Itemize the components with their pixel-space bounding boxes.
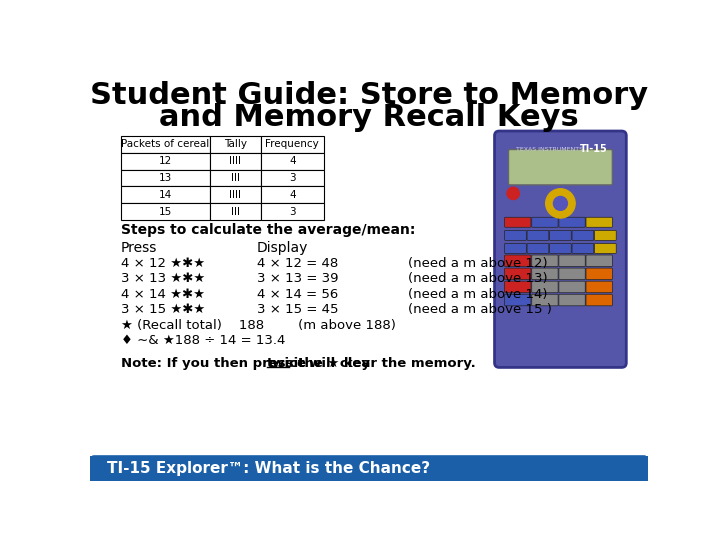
FancyBboxPatch shape xyxy=(595,231,616,240)
FancyBboxPatch shape xyxy=(505,281,531,293)
FancyBboxPatch shape xyxy=(527,244,549,253)
Circle shape xyxy=(554,197,567,211)
Text: IIII: IIII xyxy=(229,190,241,200)
Text: 15: 15 xyxy=(159,207,172,217)
Text: 3 × 15 = 45: 3 × 15 = 45 xyxy=(256,303,338,316)
Text: 13: 13 xyxy=(159,173,172,183)
FancyBboxPatch shape xyxy=(91,455,647,481)
Bar xyxy=(210,204,261,220)
Bar xyxy=(261,186,324,204)
FancyBboxPatch shape xyxy=(508,150,612,185)
Text: TI-15: TI-15 xyxy=(580,145,608,154)
FancyBboxPatch shape xyxy=(559,281,585,293)
Text: III: III xyxy=(231,207,240,217)
Text: IIII: IIII xyxy=(229,156,241,166)
Text: ♦ ∼& ★188 ÷ 14 = 13.4: ♦ ∼& ★188 ÷ 14 = 13.4 xyxy=(121,334,285,347)
Text: 3: 3 xyxy=(289,207,296,217)
FancyBboxPatch shape xyxy=(572,244,594,253)
FancyBboxPatch shape xyxy=(586,281,612,293)
Text: Display: Display xyxy=(256,241,308,255)
Text: Packets of cereal: Packets of cereal xyxy=(122,139,210,149)
Text: Steps to calculate the average/mean:: Steps to calculate the average/mean: xyxy=(121,222,415,237)
Bar xyxy=(261,170,324,186)
FancyBboxPatch shape xyxy=(495,131,626,367)
FancyBboxPatch shape xyxy=(532,281,558,293)
FancyBboxPatch shape xyxy=(572,231,594,240)
FancyBboxPatch shape xyxy=(595,244,616,253)
FancyBboxPatch shape xyxy=(527,231,549,240)
Text: (need a m above 12): (need a m above 12) xyxy=(408,257,547,270)
Bar xyxy=(261,204,324,220)
Text: 4: 4 xyxy=(289,156,296,166)
Text: and Memory Recall Keys: and Memory Recall Keys xyxy=(159,103,579,132)
Text: 14: 14 xyxy=(159,190,172,200)
Bar xyxy=(121,170,210,186)
Bar xyxy=(121,186,210,204)
FancyBboxPatch shape xyxy=(505,268,531,280)
Bar xyxy=(261,136,324,153)
Text: twice: twice xyxy=(267,357,307,370)
FancyBboxPatch shape xyxy=(549,244,571,253)
FancyBboxPatch shape xyxy=(505,255,531,267)
Bar xyxy=(210,136,261,153)
Text: TI-15 Explorer™: What is the Chance?: TI-15 Explorer™: What is the Chance? xyxy=(107,461,430,476)
Bar xyxy=(210,186,261,204)
FancyBboxPatch shape xyxy=(505,231,526,240)
Text: 4 × 12 = 48: 4 × 12 = 48 xyxy=(256,257,338,270)
FancyBboxPatch shape xyxy=(559,268,585,280)
Text: 3 × 13 ★✱★: 3 × 13 ★✱★ xyxy=(121,272,205,285)
Text: (need a m above 15 ): (need a m above 15 ) xyxy=(408,303,552,316)
Text: Press: Press xyxy=(121,241,158,255)
Circle shape xyxy=(507,187,519,200)
Circle shape xyxy=(546,189,575,218)
FancyBboxPatch shape xyxy=(532,255,558,267)
Bar xyxy=(210,170,261,186)
Text: (need a m above 14): (need a m above 14) xyxy=(408,288,547,301)
Text: 4 × 12 ★✱★: 4 × 12 ★✱★ xyxy=(121,257,205,270)
FancyBboxPatch shape xyxy=(505,294,531,306)
Text: it will clear the memory.: it will clear the memory. xyxy=(289,357,475,370)
Text: 12: 12 xyxy=(159,156,172,166)
Bar xyxy=(261,153,324,170)
FancyBboxPatch shape xyxy=(559,294,585,306)
FancyBboxPatch shape xyxy=(505,217,531,227)
Text: ★ (Recall total)    188        (m above 188): ★ (Recall total) 188 (m above 188) xyxy=(121,319,396,332)
FancyBboxPatch shape xyxy=(559,255,585,267)
Text: Student Guide: Store to Memory: Student Guide: Store to Memory xyxy=(90,81,648,110)
FancyBboxPatch shape xyxy=(549,231,571,240)
Text: Frequency: Frequency xyxy=(266,139,319,149)
Bar xyxy=(121,153,210,170)
Text: 4: 4 xyxy=(289,190,296,200)
Text: 4 × 14 ★✱★: 4 × 14 ★✱★ xyxy=(121,288,205,301)
FancyBboxPatch shape xyxy=(532,268,558,280)
Text: III: III xyxy=(231,173,240,183)
FancyBboxPatch shape xyxy=(505,244,526,253)
FancyBboxPatch shape xyxy=(586,255,612,267)
Text: TEXAS INSTRUMENTS: TEXAS INSTRUMENTS xyxy=(516,147,583,152)
Bar xyxy=(210,153,261,170)
Bar xyxy=(90,456,648,481)
FancyBboxPatch shape xyxy=(586,294,612,306)
Bar xyxy=(121,204,210,220)
Text: Tally: Tally xyxy=(224,139,247,149)
FancyBboxPatch shape xyxy=(559,217,585,227)
FancyBboxPatch shape xyxy=(586,268,612,280)
FancyBboxPatch shape xyxy=(586,217,612,227)
Text: (need a m above 13): (need a m above 13) xyxy=(408,272,547,285)
Text: 3 × 15 ★✱★: 3 × 15 ★✱★ xyxy=(121,303,205,316)
FancyBboxPatch shape xyxy=(532,217,558,227)
Text: Note: If you then press the ★ key: Note: If you then press the ★ key xyxy=(121,357,374,370)
Text: 4 × 14 = 56: 4 × 14 = 56 xyxy=(256,288,338,301)
Text: 3 × 13 = 39: 3 × 13 = 39 xyxy=(256,272,338,285)
FancyBboxPatch shape xyxy=(532,294,558,306)
Text: 3: 3 xyxy=(289,173,296,183)
Bar xyxy=(121,136,210,153)
